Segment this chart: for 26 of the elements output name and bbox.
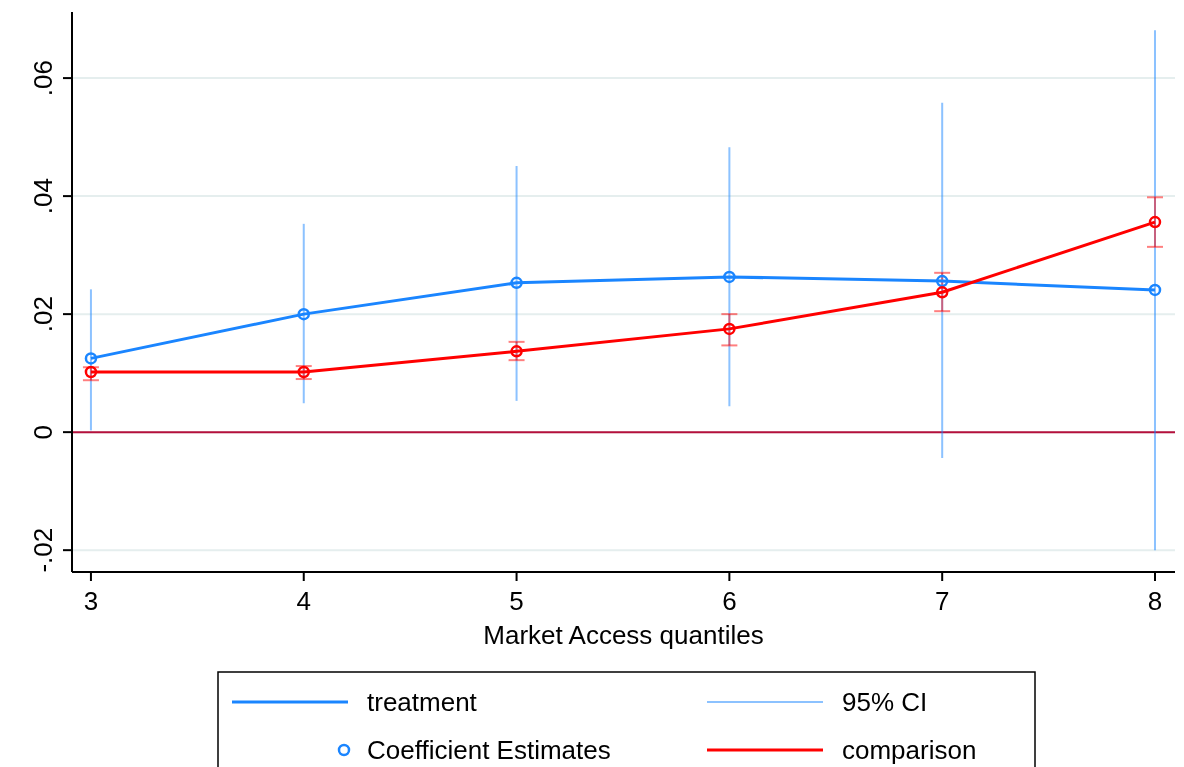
point <box>1148 215 1162 229</box>
text: 95% CI <box>842 687 928 717</box>
x-tick-label: 7 <box>934 586 950 616</box>
x-tick-label: 8 <box>1147 586 1163 616</box>
point <box>84 352 98 365</box>
point <box>297 307 310 321</box>
legend-label: Coefficient Estimates <box>367 735 611 765</box>
point <box>935 274 949 288</box>
y-tick-label: .04 <box>28 178 58 215</box>
x-tick-label: 4 <box>296 586 311 616</box>
point <box>1148 283 1162 297</box>
point <box>510 276 523 290</box>
legend-label: comparison <box>842 735 977 765</box>
point <box>723 270 736 284</box>
point <box>723 322 736 336</box>
y-tick-label: .02 <box>28 296 58 333</box>
x-axis-title: Market Access quantiles <box>483 620 764 650</box>
x-tick-label: 6 <box>722 586 737 616</box>
point <box>510 345 523 358</box>
x-tick-label: 3 <box>83 586 99 616</box>
x-tick-label: 5 <box>509 586 524 616</box>
y-tick-label: -.02 <box>28 527 58 573</box>
legend-label: treatment <box>367 687 478 717</box>
y-tick-label: 0 <box>28 424 58 440</box>
y-tick-label: .06 <box>28 60 58 97</box>
point <box>935 286 949 299</box>
